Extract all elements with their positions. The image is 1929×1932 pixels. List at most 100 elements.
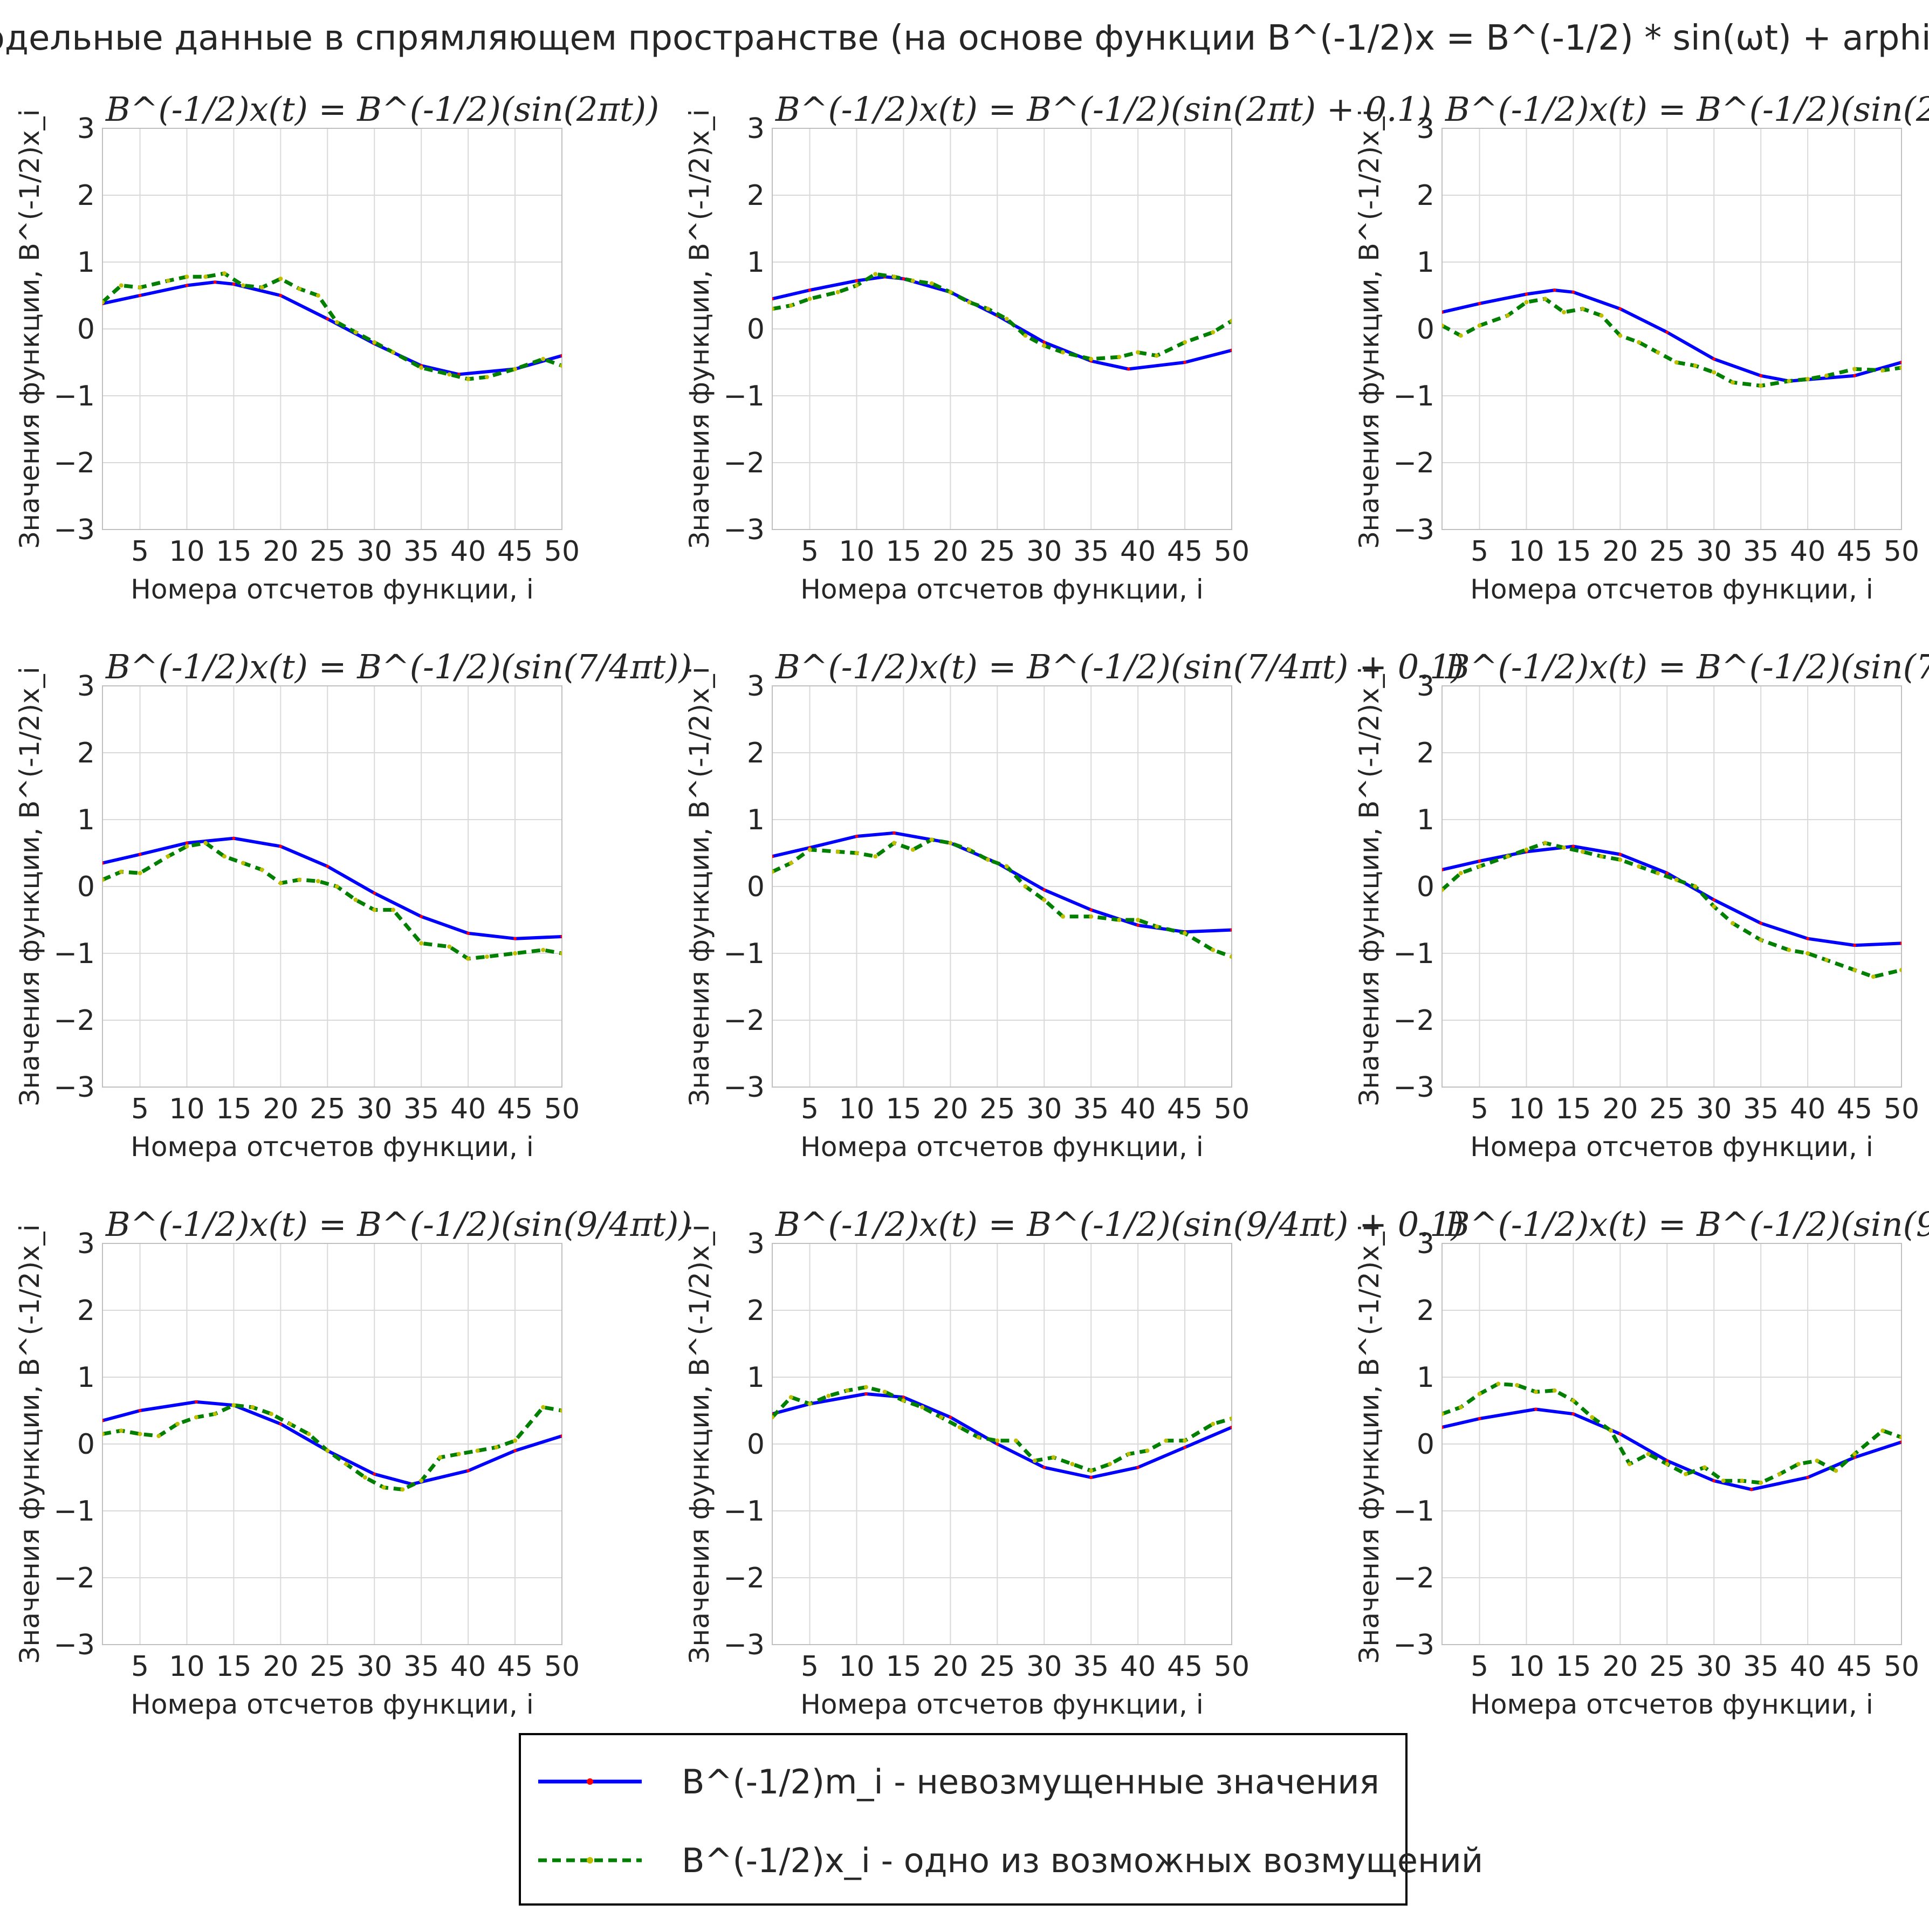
data-point xyxy=(494,1445,499,1450)
data-point xyxy=(1665,331,1669,334)
data-point xyxy=(102,1432,105,1436)
y-tick-label: 3 xyxy=(747,113,765,145)
data-point xyxy=(854,851,859,855)
x-tick-label: 45 xyxy=(497,535,533,568)
x-tick-label: 35 xyxy=(1073,535,1109,568)
x-tick-label: 50 xyxy=(1884,1093,1919,1125)
data-point xyxy=(466,377,471,381)
data-point xyxy=(1442,323,1444,328)
data-point xyxy=(1806,951,1810,955)
data-point xyxy=(1042,1466,1046,1469)
y-tick-label: 3 xyxy=(747,670,765,703)
data-point xyxy=(447,372,452,377)
data-point xyxy=(1655,871,1660,876)
plot-frame xyxy=(1441,685,1902,1088)
x-tick-label: 10 xyxy=(169,1093,204,1125)
data-point xyxy=(1442,888,1444,892)
data-point xyxy=(1834,1468,1838,1473)
y-tick-label: 2 xyxy=(77,1295,95,1327)
y-tick-label: 2 xyxy=(77,180,95,212)
y-tick-label: 2 xyxy=(1417,180,1434,212)
x-tick-label: 30 xyxy=(1696,1093,1732,1125)
data-point xyxy=(1478,859,1481,863)
x-tick-label: 15 xyxy=(1555,1093,1591,1125)
y-axis-label: Значения функции, B^(-1/2)x_i xyxy=(684,109,715,548)
data-point xyxy=(1646,1452,1651,1456)
data-point xyxy=(1230,954,1232,959)
data-point xyxy=(1618,1432,1622,1436)
x-tick-label: 25 xyxy=(1649,1093,1685,1125)
x-tick-label: 30 xyxy=(1696,535,1732,568)
data-point xyxy=(315,293,320,298)
x-tick-label: 45 xyxy=(497,1651,533,1683)
data-point xyxy=(863,1385,868,1390)
data-point xyxy=(1505,313,1510,318)
y-tick-label: −3 xyxy=(723,514,765,546)
data-point xyxy=(1693,363,1698,368)
data-point xyxy=(541,356,546,361)
data-point xyxy=(279,294,283,297)
data-point xyxy=(1004,864,1009,869)
data-point xyxy=(948,290,953,294)
data-point xyxy=(278,277,283,281)
data-point xyxy=(949,1415,952,1419)
x-tick-label: 25 xyxy=(310,1651,345,1683)
data-point xyxy=(560,363,562,368)
x-tick-label: 50 xyxy=(1214,1651,1250,1683)
x-tick-label: 20 xyxy=(1602,1651,1638,1683)
x-tick-label: 20 xyxy=(1602,535,1638,568)
data-point xyxy=(1599,854,1604,859)
data-point xyxy=(353,897,358,902)
y-tick-label: −3 xyxy=(1393,1071,1434,1104)
data-point xyxy=(1477,1392,1482,1396)
data-point xyxy=(1731,380,1735,385)
data-point xyxy=(1580,306,1585,311)
y-tick-label: −1 xyxy=(1393,938,1434,970)
data-point xyxy=(353,330,358,335)
data-point xyxy=(241,283,245,288)
plot-frame xyxy=(102,1243,562,1645)
data-point xyxy=(1183,340,1187,345)
x-tick-label: 35 xyxy=(1743,1093,1779,1125)
data-point xyxy=(1562,310,1567,314)
data-point xyxy=(344,1462,349,1467)
data-point xyxy=(910,847,915,852)
data-point xyxy=(807,297,812,301)
y-tick-label: −1 xyxy=(53,1495,95,1528)
y-tick-label: −3 xyxy=(723,1629,765,1661)
y-tick-label: −1 xyxy=(723,1495,765,1528)
data-point xyxy=(102,1419,104,1422)
data-point xyxy=(1759,1480,1763,1485)
y-tick-label: 1 xyxy=(77,804,95,836)
x-tick-label: 50 xyxy=(1884,1651,1919,1683)
data-point xyxy=(835,290,840,294)
data-point xyxy=(1712,904,1717,909)
data-point xyxy=(232,282,236,286)
data-point xyxy=(772,306,774,311)
y-tick-label: 3 xyxy=(1417,1228,1434,1260)
data-point xyxy=(297,877,302,882)
x-tick-label: 45 xyxy=(1167,1651,1203,1683)
x-tick-label: 20 xyxy=(1602,1093,1638,1125)
data-point xyxy=(419,365,424,370)
data-point xyxy=(513,937,517,940)
x-tick-label: 45 xyxy=(1837,535,1872,568)
data-point xyxy=(1478,301,1481,305)
data-point xyxy=(772,869,774,874)
data-point xyxy=(1899,968,1901,972)
data-point xyxy=(1900,941,1901,945)
x-tick-label: 10 xyxy=(1508,1651,1544,1683)
data-point xyxy=(1655,350,1660,355)
data-point xyxy=(1674,877,1679,882)
x-tick-label: 15 xyxy=(885,1651,921,1683)
x-tick-label: 35 xyxy=(1743,1651,1779,1683)
data-point xyxy=(1796,1462,1801,1467)
data-point xyxy=(1534,1407,1537,1411)
x-tick-label: 25 xyxy=(979,1093,1015,1125)
data-point xyxy=(807,847,812,852)
data-point xyxy=(1154,353,1159,358)
data-point xyxy=(212,1412,217,1417)
data-point xyxy=(203,274,208,279)
y-tick-label: −3 xyxy=(53,1071,95,1104)
